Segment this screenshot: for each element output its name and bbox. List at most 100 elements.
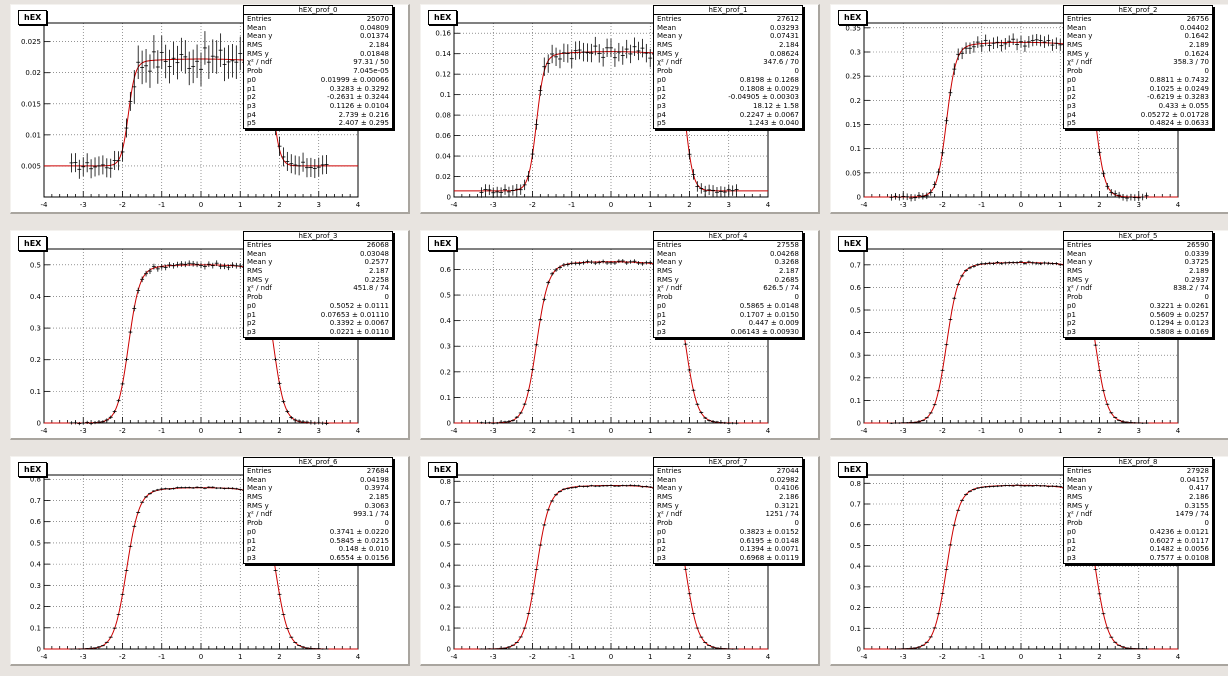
data-point	[202, 263, 207, 270]
y-tick-label: 0.6	[850, 284, 862, 292]
plot-pad: hEX -4 -3 -2 -1 0 1 2 3 4 0 0.1 0.2 0.3 0.4 0.5 0.6 0.7 0.…	[10, 456, 410, 666]
stats-key: p1	[657, 536, 666, 545]
y-tick-label: 0.1	[440, 91, 451, 99]
histogram-name-label: hEX	[18, 462, 48, 477]
stats-key: Mean	[657, 475, 677, 484]
y-tick-label: 0.06	[435, 132, 451, 140]
stats-value: 0	[1204, 519, 1209, 528]
data-point	[565, 487, 570, 490]
stats-row: Entries 26756	[1064, 15, 1212, 24]
histogram-name-label: hEX	[428, 10, 458, 25]
stats-key: Prob	[657, 67, 673, 76]
stats-value: 0.3392 ± 0.0067	[329, 319, 389, 328]
data-point	[195, 44, 200, 79]
data-point	[577, 485, 582, 488]
y-tick-label: 0.25	[845, 73, 861, 81]
stats-row: p2 0.148 ± 0.010	[244, 545, 392, 554]
data-point	[89, 159, 94, 179]
data-point	[96, 420, 101, 424]
stats-row: p2 0.1294 ± 0.0123	[1064, 319, 1212, 328]
data-point	[569, 486, 574, 489]
data-point	[320, 648, 325, 650]
stats-row: Prob 0	[1064, 293, 1212, 302]
data-point	[191, 486, 196, 489]
data-point	[913, 647, 917, 649]
x-tick-label: 2	[687, 653, 691, 661]
x-tick-label: 1	[1058, 201, 1062, 209]
data-point	[179, 261, 184, 267]
data-point	[499, 421, 504, 424]
stats-value: 0.6195 ± 0.0148	[739, 536, 799, 545]
data-point	[624, 39, 629, 59]
stats-value: 358.3 / 70	[1173, 58, 1209, 67]
data-point	[1046, 34, 1051, 47]
stats-row: p1 0.1707 ± 0.0150	[654, 311, 802, 320]
histogram-name-label: hEX	[838, 236, 868, 251]
data-point	[1105, 403, 1110, 406]
x-tick-label: 0	[199, 201, 203, 209]
stats-row: p5 2.407 ± 0.295	[244, 119, 392, 128]
stats-value: 626.5 / 74	[763, 284, 799, 293]
data-point	[722, 648, 727, 650]
stats-row: χ² / ndf 451.8 / 74	[244, 284, 392, 293]
data-point	[707, 184, 712, 196]
stats-row: Prob 0	[1064, 67, 1212, 76]
stats-value: 0.8811 ± 0.7432	[1149, 75, 1209, 84]
stats-row: Entries 27044	[654, 467, 802, 476]
stats-value: 25070	[366, 15, 389, 23]
stats-value: 0.04198	[360, 475, 389, 484]
stats-value: 0	[794, 519, 799, 528]
stats-value: 0.07653 ± 0.01110	[320, 310, 389, 319]
stats-row: RMS 2.187	[244, 267, 392, 276]
x-tick-label: -1	[568, 653, 575, 661]
data-point	[897, 422, 902, 424]
stats-row: p0 0.8198 ± 0.1268	[654, 76, 802, 85]
y-tick-label: 0.08	[435, 112, 451, 120]
stats-key: p0	[247, 527, 256, 536]
stats-value: 0.4236 ± 0.0121	[1149, 527, 1209, 536]
stats-value: -0.6219 ± 0.3283	[1147, 93, 1209, 102]
y-tick-label: 0.12	[435, 71, 451, 79]
data-point	[234, 487, 239, 490]
data-point	[1136, 648, 1141, 650]
data-point	[699, 411, 704, 414]
x-tick-label: 4	[1176, 427, 1181, 435]
stats-row: Prob 0	[244, 293, 392, 302]
x-tick-label: -3	[80, 427, 87, 435]
stats-value: 2.187	[778, 267, 799, 276]
stats-row: RMS 2.189	[1064, 41, 1212, 50]
data-point	[554, 47, 559, 67]
y-tick-label: 0.7	[850, 501, 861, 509]
data-point	[554, 493, 559, 496]
data-point	[214, 260, 219, 267]
stats-value: 97.31 / 50	[353, 58, 389, 67]
stats-row: RMS y 0.3155	[1064, 502, 1212, 511]
stats-key: p0	[247, 301, 256, 310]
data-point	[1038, 34, 1043, 47]
y-tick-label: 0.8	[30, 476, 41, 484]
data-point	[924, 416, 929, 419]
data-point	[975, 263, 980, 267]
stats-key: Mean	[1067, 475, 1087, 484]
stats-value: 0.03048	[360, 249, 389, 258]
stats-row: RMS y 0.2258	[244, 276, 392, 285]
data-point	[108, 415, 113, 419]
stats-row: Mean y 0.1642	[1064, 32, 1212, 41]
stats-row: p4 2.739 ± 0.216	[244, 111, 392, 120]
data-point	[1144, 648, 1149, 650]
data-point	[928, 636, 933, 638]
stats-value: 0.6968 ± 0.0119	[739, 553, 799, 562]
stats-row: Prob 0	[244, 519, 392, 528]
data-point	[320, 155, 325, 175]
data-point	[991, 37, 996, 50]
data-point	[624, 484, 629, 487]
data-point	[179, 486, 184, 489]
data-point	[1140, 648, 1145, 650]
data-point	[148, 492, 152, 495]
histogram-name-label: hEX	[838, 462, 868, 477]
data-point	[734, 184, 739, 195]
stats-row: Mean y 0.01374	[244, 32, 392, 41]
stats-row: RMS y 0.08624	[654, 50, 802, 59]
data-point	[277, 136, 282, 156]
stats-row: Entries 27684	[244, 467, 392, 476]
